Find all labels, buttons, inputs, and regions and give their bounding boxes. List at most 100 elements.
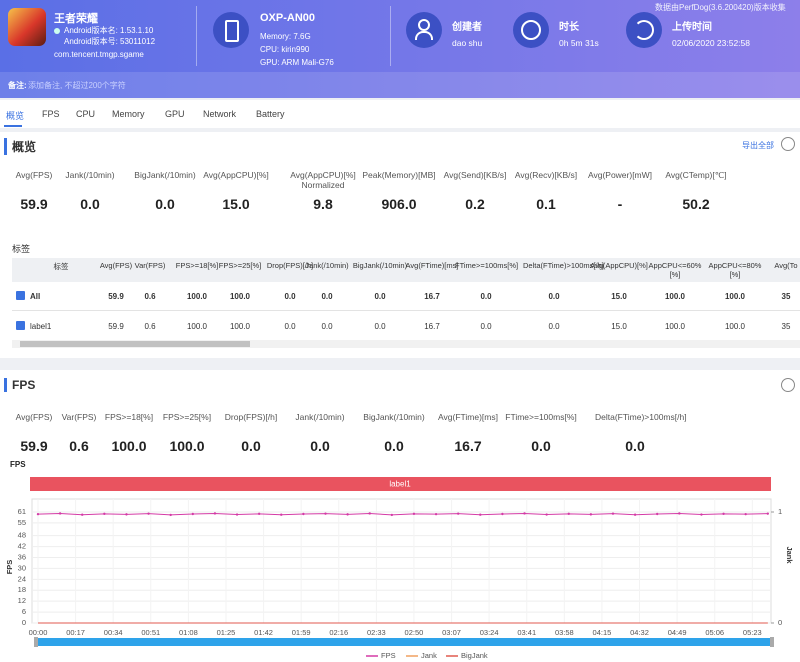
table-cell: 0.6	[144, 322, 155, 331]
table-cell: 100.0	[725, 322, 745, 331]
point	[147, 512, 149, 514]
collapse-button[interactable]	[781, 137, 795, 151]
y-tick-label: 36	[18, 552, 26, 561]
x-tick-label: 05:23	[743, 628, 762, 637]
collapse-button[interactable]	[781, 378, 795, 392]
checkbox[interactable]	[16, 291, 25, 300]
metric-label: Drop(FPS)[/h]	[211, 412, 291, 422]
table-cell: 100.0	[230, 292, 250, 301]
metric-value: 50.2	[682, 196, 709, 212]
point	[169, 514, 171, 516]
metric-label: Avg(CTemp)[℃]	[656, 170, 736, 181]
table-cell: 35	[782, 292, 791, 301]
metric-value: 16.7	[454, 438, 481, 454]
point	[545, 513, 547, 515]
y-tick-label: 55	[18, 518, 26, 527]
y2-axis-title: Jank	[785, 546, 794, 564]
x-tick-label: 04:32	[630, 628, 649, 637]
metric-value: 0.0	[155, 196, 174, 212]
point	[59, 512, 61, 514]
tab[interactable]: Battery	[256, 109, 285, 119]
column-header: Avg(FTime)[ms]	[401, 261, 463, 270]
point	[302, 513, 304, 515]
tab[interactable]: FPS	[42, 109, 60, 119]
legend-label: BigJank	[461, 651, 488, 660]
metric-value: 100.0	[169, 438, 204, 454]
y-tick-label: 12	[18, 596, 26, 605]
point	[568, 513, 570, 515]
metric-value: -	[618, 196, 623, 212]
x-tick-label: 00:17	[66, 628, 85, 637]
gpu: GPU: ARM Mali-G76	[260, 58, 334, 67]
chart-title: FPS	[10, 460, 26, 469]
upload-label: 上传时间	[672, 18, 712, 33]
x-tick-label: 00:34	[104, 628, 123, 637]
tab-bar: 概览 FPS CPU Memory GPU Network Battery	[0, 100, 800, 128]
x-tick-label: 03:24	[480, 628, 499, 637]
row-divider	[12, 310, 800, 311]
y-tick-label: 48	[18, 531, 26, 540]
point	[413, 513, 415, 515]
metric-label: Avg(AppCPU)[%] Normalized	[283, 170, 363, 190]
table-cell: 100.0	[187, 322, 207, 331]
y-tick-label: 24	[18, 574, 26, 583]
note-bar: 备注: 添加备注, 不超过200个字符	[0, 72, 800, 98]
metric-value: 9.8	[313, 196, 332, 212]
point	[634, 514, 636, 516]
table-cell: 0.6	[144, 292, 155, 301]
point	[258, 513, 260, 515]
note-input[interactable]: 添加备注, 不超过200个字符	[28, 80, 126, 91]
point	[590, 513, 592, 515]
memory: Memory: 7.6G	[260, 32, 311, 41]
x-tick-label: 01:25	[217, 628, 236, 637]
point	[435, 513, 437, 515]
table-cell: 35	[782, 322, 791, 331]
metric-label: Peak(Memory)[MB]	[359, 170, 439, 180]
tab[interactable]: Memory	[112, 109, 145, 119]
header: 王者荣耀 Android版本名: 1.53.1.10 Android版本号: 5…	[0, 0, 800, 98]
x-tick-label: 03:07	[442, 628, 461, 637]
metric-value: 100.0	[111, 438, 146, 454]
package: com.tencent.tmgp.sgame	[54, 50, 144, 59]
zoom-slider	[38, 638, 770, 646]
app-icon	[8, 8, 46, 46]
point	[37, 513, 39, 515]
point	[457, 512, 459, 514]
metric-label: Jank(/10min)	[50, 170, 130, 180]
table-cell: 0.0	[374, 292, 385, 301]
point	[324, 512, 326, 514]
metric-value: 59.9	[20, 196, 47, 212]
table-cell: 59.9	[108, 292, 124, 301]
metric-value: 0.0	[241, 438, 260, 454]
point	[656, 513, 658, 515]
creator-icon	[406, 12, 442, 48]
x-tick-label: 00:51	[141, 628, 160, 637]
scrollbar[interactable]	[12, 340, 800, 348]
table-cell: 0.0	[548, 322, 559, 331]
checkbox[interactable]	[16, 321, 25, 330]
overview-section: 概览 导出全部 标签 Avg(FPS)59.9Jank(/10min)0.0Bi…	[0, 132, 800, 358]
metric-value: 59.9	[20, 438, 47, 454]
device: OXP-AN00	[260, 12, 315, 24]
tab-underline	[4, 125, 22, 127]
creator-label: 创建者	[452, 18, 482, 33]
column-header: Delta(FTime)>100ms[/h]	[523, 261, 585, 270]
metric-label: Avg(FTime)[ms]	[428, 412, 508, 422]
table-cell: All	[30, 292, 40, 301]
label-band-text: label1	[389, 480, 411, 489]
x-tick-label: 03:41	[517, 628, 536, 637]
metric-value: 0.0	[625, 438, 644, 454]
table-cell: 100.0	[187, 292, 207, 301]
tab[interactable]: Network	[203, 109, 236, 119]
tab[interactable]: 概览	[6, 109, 24, 122]
y-tick-label: 18	[18, 585, 26, 594]
export-button[interactable]: 导出全部	[742, 140, 774, 151]
y-tick-label: 61	[18, 507, 26, 516]
table-cell: 100.0	[665, 322, 685, 331]
table-cell: 100.0	[725, 292, 745, 301]
metric-label: Delta(FTime)>100ms[/h]	[595, 412, 675, 422]
tab[interactable]: GPU	[165, 109, 185, 119]
point	[479, 514, 481, 516]
tab[interactable]: CPU	[76, 109, 95, 119]
table-cell: 59.9	[108, 322, 124, 331]
